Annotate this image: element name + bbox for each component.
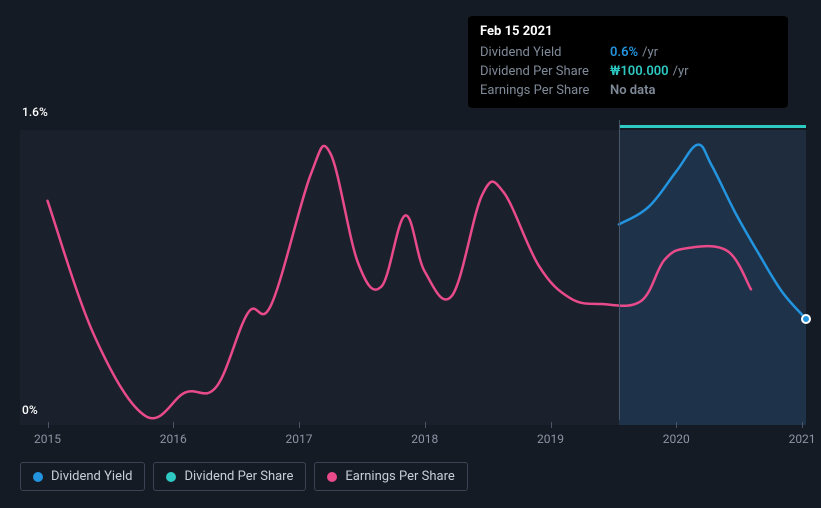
legend-item[interactable]: Earnings Per Share (314, 462, 467, 491)
chart-tooltip: Feb 15 2021 Dividend Yield0.6%/yrDividen… (468, 16, 788, 108)
tooltip-row-label: Dividend Per Share (480, 64, 610, 79)
tooltip-row: Earnings Per ShareNo data (480, 81, 776, 100)
y-axis-bottom-label: 0% (22, 403, 38, 417)
legend-label: Dividend Yield (51, 469, 132, 484)
tooltip-row-label: Dividend Yield (480, 45, 610, 60)
top-bar (619, 125, 806, 128)
legend-label: Earnings Per Share (345, 469, 454, 484)
tooltip-date: Feb 15 2021 (480, 24, 776, 39)
tooltip-row-unit: /yr (673, 64, 689, 79)
legend-label: Dividend Per Share (184, 469, 293, 484)
legend-swatch (327, 472, 337, 482)
legend-item[interactable]: Dividend Yield (20, 462, 145, 491)
tooltip-row-value: ₩100.000 (610, 64, 669, 79)
x-tick-label: 2016 (160, 432, 187, 446)
legend-item[interactable]: Dividend Per Share (153, 462, 306, 491)
tooltip-row: Dividend Per Share₩100.000/yr (480, 62, 776, 81)
tooltip-rows: Dividend Yield0.6%/yrDividend Per Share₩… (480, 43, 776, 100)
legend-swatch (33, 472, 43, 482)
crosshair-line (619, 120, 620, 420)
tooltip-row-value: No data (610, 83, 655, 98)
chart-plot[interactable] (20, 130, 806, 425)
x-tick-label: 2021 (789, 432, 816, 446)
tooltip-row: Dividend Yield0.6% /yr (480, 43, 776, 62)
x-tick-label: 2020 (663, 432, 690, 446)
legend: Dividend Yield Dividend Per Share Earnings… (20, 462, 468, 491)
x-tick-label: 2019 (537, 432, 564, 446)
tooltip-row-unit: /yr (642, 45, 658, 60)
chart-area: 1.6% Past 0% (20, 105, 806, 425)
legend-swatch (166, 472, 176, 482)
x-tick-label: 2017 (286, 432, 313, 446)
x-tick-label: 2018 (411, 432, 438, 446)
tooltip-row-value: 0.6% (610, 45, 638, 60)
y-axis-top-label: 1.6% (22, 105, 48, 119)
x-tick-label: 2015 (34, 432, 61, 446)
x-axis: 2015201620172018201920202021 (20, 428, 806, 448)
chart-handle[interactable] (801, 314, 811, 324)
tooltip-row-label: Earnings Per Share (480, 83, 610, 98)
